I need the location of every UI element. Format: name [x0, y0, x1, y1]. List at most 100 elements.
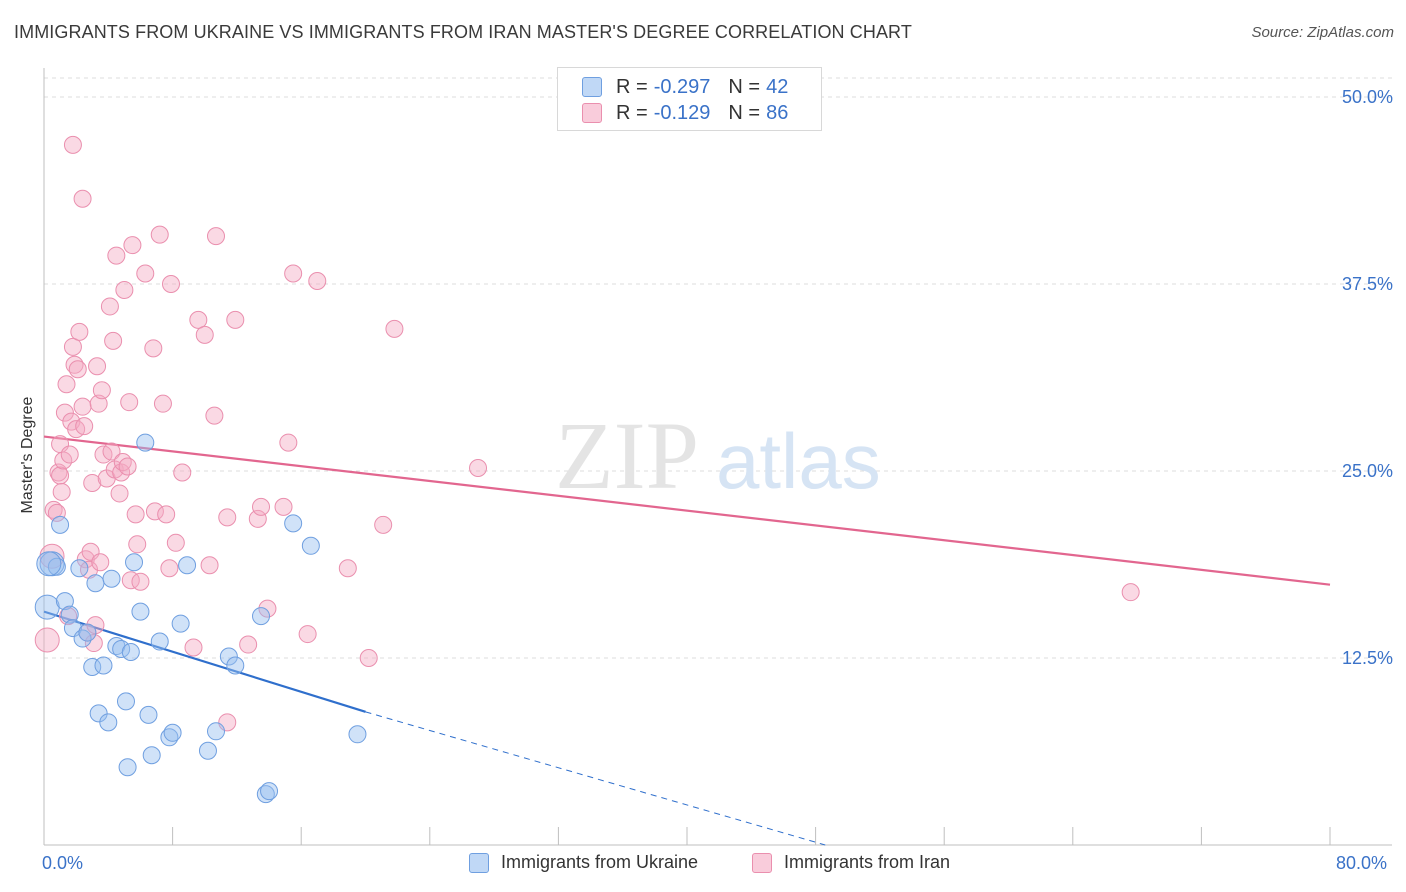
- trend-layer: [43, 435, 1331, 846]
- ukraine-point: [116, 692, 135, 711]
- iran-point: [100, 297, 119, 316]
- ukraine-point: [260, 782, 279, 801]
- iran-point: [469, 459, 488, 478]
- iran-legend-label: Immigrants from Iran: [784, 852, 951, 872]
- iran-point: [144, 339, 163, 358]
- ukraine-point: [51, 515, 70, 534]
- points-layer: [34, 135, 1140, 804]
- y-tick-label: 50.0%: [1341, 87, 1393, 107]
- ukraine-point: [102, 569, 121, 588]
- iran-point: [298, 625, 317, 644]
- iran-point: [83, 473, 102, 492]
- ukraine-point: [142, 746, 161, 765]
- iran-point: [161, 275, 180, 293]
- iran-point: [55, 403, 74, 422]
- legend-n-value: 42: [766, 75, 789, 98]
- legend-row-ukraine: R = -0.297 N = 42: [582, 75, 806, 99]
- iran-point: [150, 225, 169, 244]
- iran-point: [205, 406, 224, 425]
- ukraine-point: [301, 536, 320, 555]
- ukraine-point: [70, 559, 89, 578]
- ukraine-point: [219, 647, 238, 666]
- grid-layer: [44, 77, 1392, 659]
- bottom-legend-ukraine: Immigrants from Ukraine: [469, 852, 698, 873]
- iran-point: [107, 246, 126, 265]
- iran-point: [52, 482, 71, 501]
- watermark: ZIP atlas: [555, 402, 881, 509]
- ukraine-point: [99, 713, 118, 732]
- legend-r-value: -0.297: [653, 75, 711, 98]
- axis-layer: [43, 68, 1392, 846]
- iran-point: [110, 484, 129, 503]
- y-tick-label: 25.0%: [1341, 461, 1393, 481]
- ukraine-point: [348, 725, 367, 744]
- iran-point: [252, 497, 271, 516]
- iran-point: [160, 559, 179, 578]
- iran-point: [47, 503, 66, 522]
- iran-point: [200, 556, 219, 575]
- iran-point: [338, 559, 357, 578]
- ukraine-point: [112, 640, 131, 659]
- iran-point: [91, 553, 110, 572]
- iran-point: [248, 509, 267, 528]
- ukraine-point: [125, 553, 144, 572]
- iran-point: [279, 433, 298, 452]
- iran-point: [104, 331, 123, 350]
- iran-point: [284, 264, 303, 283]
- iran-point: [115, 280, 134, 299]
- iran-point: [123, 236, 142, 255]
- watermark-atlas: atlas: [716, 417, 881, 505]
- iran-point: [166, 533, 185, 552]
- iran-point: [88, 357, 107, 376]
- iran-point: [226, 310, 245, 329]
- ukraine-point: [198, 741, 217, 760]
- iran-legend-swatch: [752, 852, 772, 873]
- iran-point: [34, 627, 60, 653]
- iran-point: [145, 502, 164, 521]
- ukraine-point: [89, 704, 108, 723]
- x-tick-label-max: 80.0%: [1336, 853, 1388, 873]
- ukraine-point: [207, 722, 226, 741]
- bottom-legend-iran: Immigrants from Iran: [752, 852, 950, 873]
- iran-point: [68, 360, 87, 379]
- iran-point: [258, 599, 277, 618]
- legend-row-iran: R = -0.129 N = 86: [582, 101, 806, 125]
- iran-point: [128, 535, 147, 554]
- watermark-zip: ZIP: [555, 402, 699, 509]
- iran-point: [195, 325, 214, 344]
- ukraine-point: [118, 758, 137, 777]
- ukraine-point: [284, 514, 303, 533]
- iran-point: [118, 457, 137, 476]
- iran-point: [157, 505, 176, 524]
- iran-point: [70, 322, 89, 341]
- ukraine-point: [139, 705, 158, 724]
- iran-point: [60, 445, 79, 464]
- iran-swatch: [582, 103, 602, 123]
- ukraine-legend-label: Immigrants from Ukraine: [501, 852, 699, 872]
- iran-point: [374, 515, 393, 534]
- ukraine-point: [150, 632, 169, 651]
- legend-n-value: 86: [766, 101, 789, 124]
- iran-point: [49, 463, 68, 482]
- ukraine-swatch: [582, 77, 602, 97]
- x-tick-label-min: 0.0%: [42, 853, 84, 873]
- iran-point: [121, 571, 140, 590]
- ukraine-trend-extension: [365, 711, 826, 846]
- ukraine-point: [36, 551, 62, 577]
- iran-point: [131, 572, 150, 591]
- y-tick-label: 37.5%: [1341, 274, 1393, 294]
- ukraine-legend-swatch: [469, 852, 489, 873]
- ukraine-point: [226, 656, 245, 675]
- ukraine-point: [55, 592, 74, 611]
- iran-point: [189, 310, 208, 329]
- legend-n-label: N =: [728, 75, 761, 98]
- iran-point: [57, 375, 76, 394]
- ukraine-point: [163, 723, 182, 742]
- y-tick-label: 12.5%: [1341, 648, 1393, 668]
- ukraine-point: [34, 594, 60, 620]
- iran-point: [89, 394, 108, 413]
- correlation-legend: R = -0.297 N = 42 R = -0.129 N = 86: [557, 67, 822, 131]
- ukraine-point: [78, 623, 97, 642]
- ukraine-trend-line: [43, 610, 366, 713]
- iran-point: [44, 500, 63, 519]
